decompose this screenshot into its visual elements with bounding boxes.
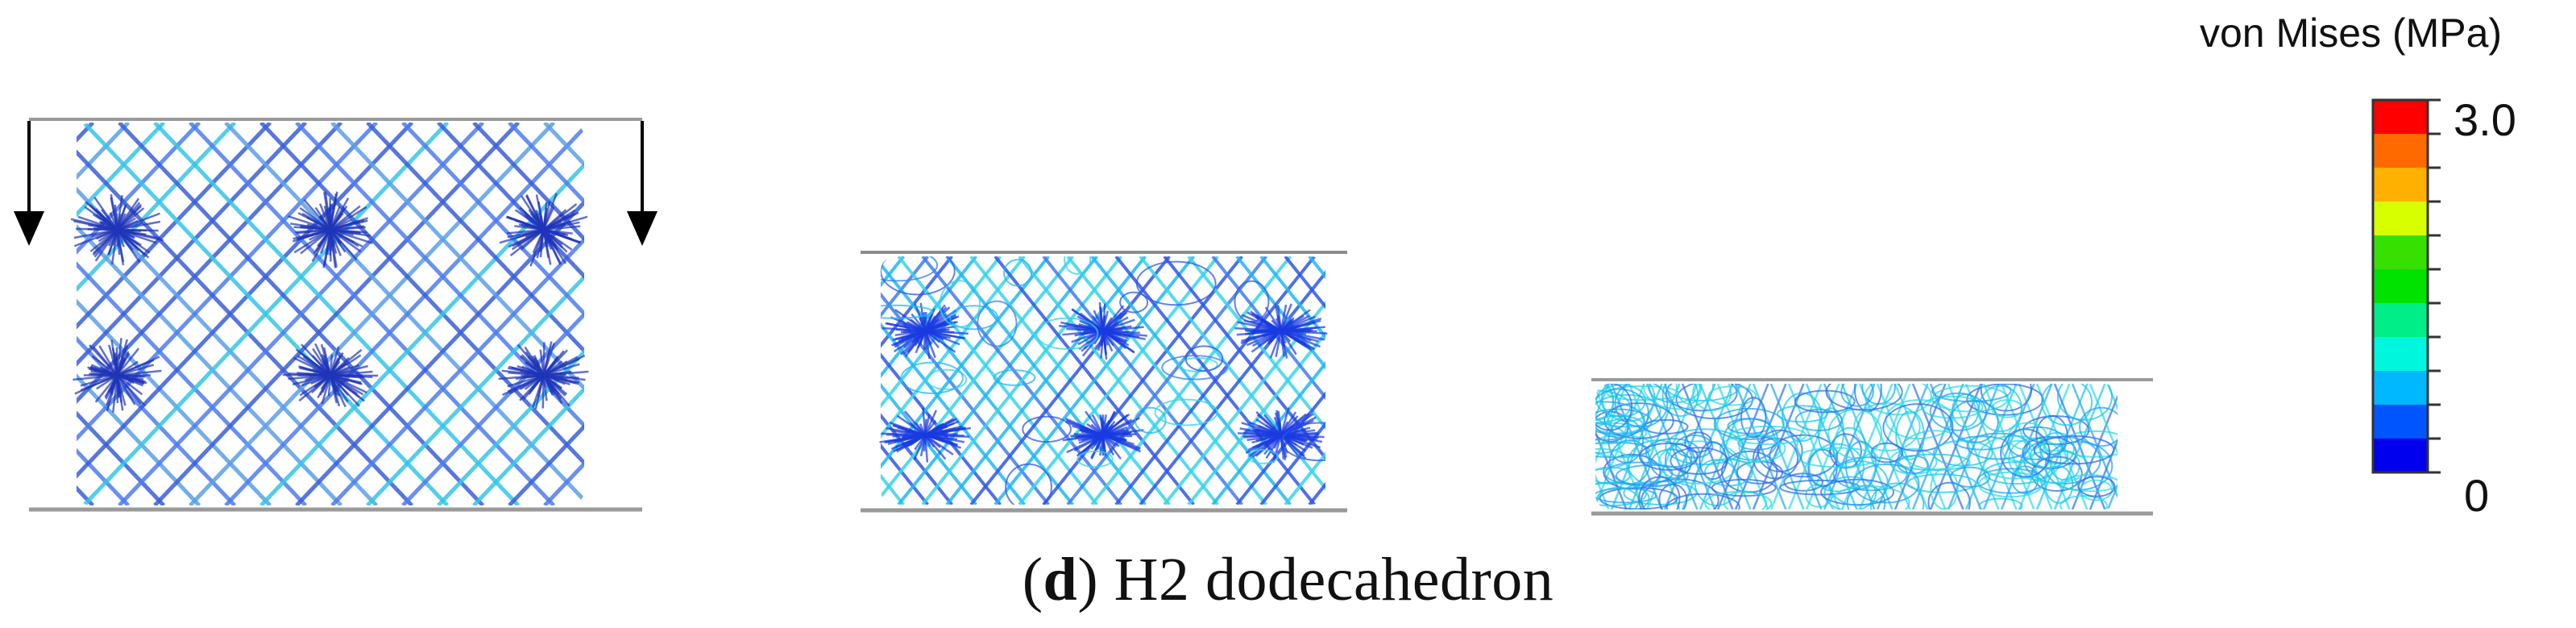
stress-colorbar: [2371, 98, 2441, 474]
colorbar-segment: [2373, 235, 2428, 269]
legend-title: von Mises (MPa): [2200, 10, 2503, 56]
lattice-structure: [879, 256, 1328, 505]
colorbar-segment: [2373, 303, 2428, 337]
lattice-panel-fully-compressed: [1591, 378, 2153, 516]
lattice-structure: [70, 123, 589, 505]
lattice-panel-uncompressed: [14, 118, 657, 512]
figure-caption: (d) H2 dodecahedron: [0, 545, 2576, 615]
colorbar-segment: [2373, 439, 2428, 472]
colorbar-segment: [2373, 337, 2428, 371]
caption-paren-open: (: [1022, 546, 1043, 613]
colorbar-segment: [2373, 134, 2428, 168]
colorbar-segment: [2373, 371, 2428, 405]
lattice-panel-half-compressed: [861, 251, 1347, 513]
caption-paren-close: ): [1077, 546, 1099, 613]
colorbar-segment: [2373, 269, 2428, 303]
caption-text: H2 dodecahedron: [1098, 546, 1554, 613]
caption-letter: d: [1043, 546, 1078, 613]
legend-min-label: 0: [2464, 470, 2490, 521]
load-arrow-left: [14, 121, 44, 246]
colorbar-segment: [2373, 405, 2428, 439]
colorbar-segment: [2373, 168, 2428, 202]
load-arrow-right: [627, 121, 657, 246]
lattice-structure: [1595, 384, 2118, 509]
colorbar-segment: [2373, 202, 2428, 235]
legend-max-label: 3.0: [2454, 94, 2516, 145]
colorbar-segment: [2373, 100, 2428, 134]
